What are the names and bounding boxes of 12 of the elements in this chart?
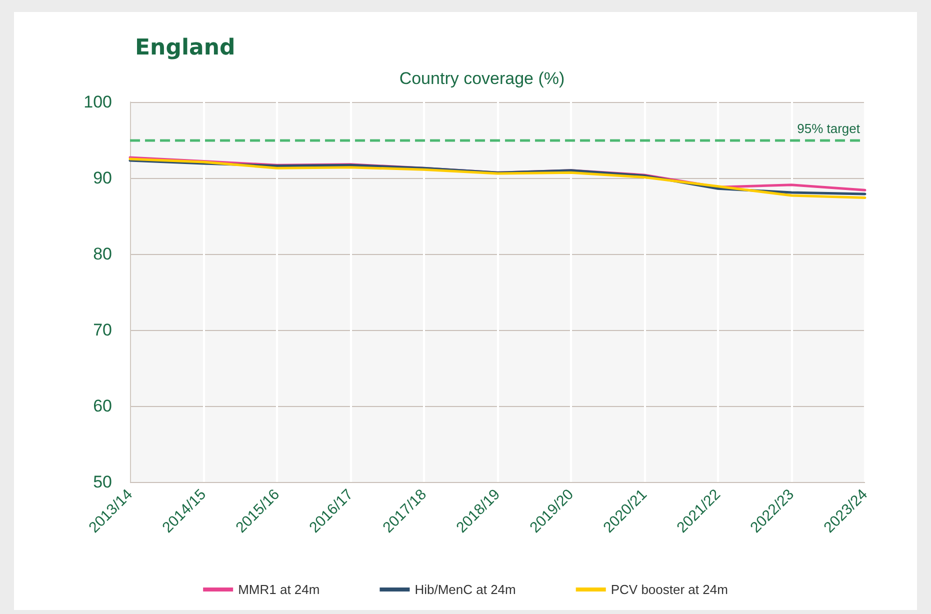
legend-label: Hib/MenC at 24m <box>414 582 516 597</box>
legend-label: PCV booster at 24m <box>610 582 728 597</box>
legend-label: MMR1 at 24m <box>238 582 320 597</box>
chart-title: England <box>135 36 236 60</box>
y-tick-label: 60 <box>93 396 112 416</box>
y-tick-label: 50 <box>93 472 112 492</box>
y-tick-label: 100 <box>84 92 112 112</box>
y-tick-label: 70 <box>93 320 112 340</box>
y-tick-label: 90 <box>93 168 112 188</box>
chart-subtitle: Country coverage (%) <box>399 69 565 88</box>
ref-line-label: 95% target <box>797 121 860 136</box>
y-tick-label: 80 <box>93 244 112 264</box>
